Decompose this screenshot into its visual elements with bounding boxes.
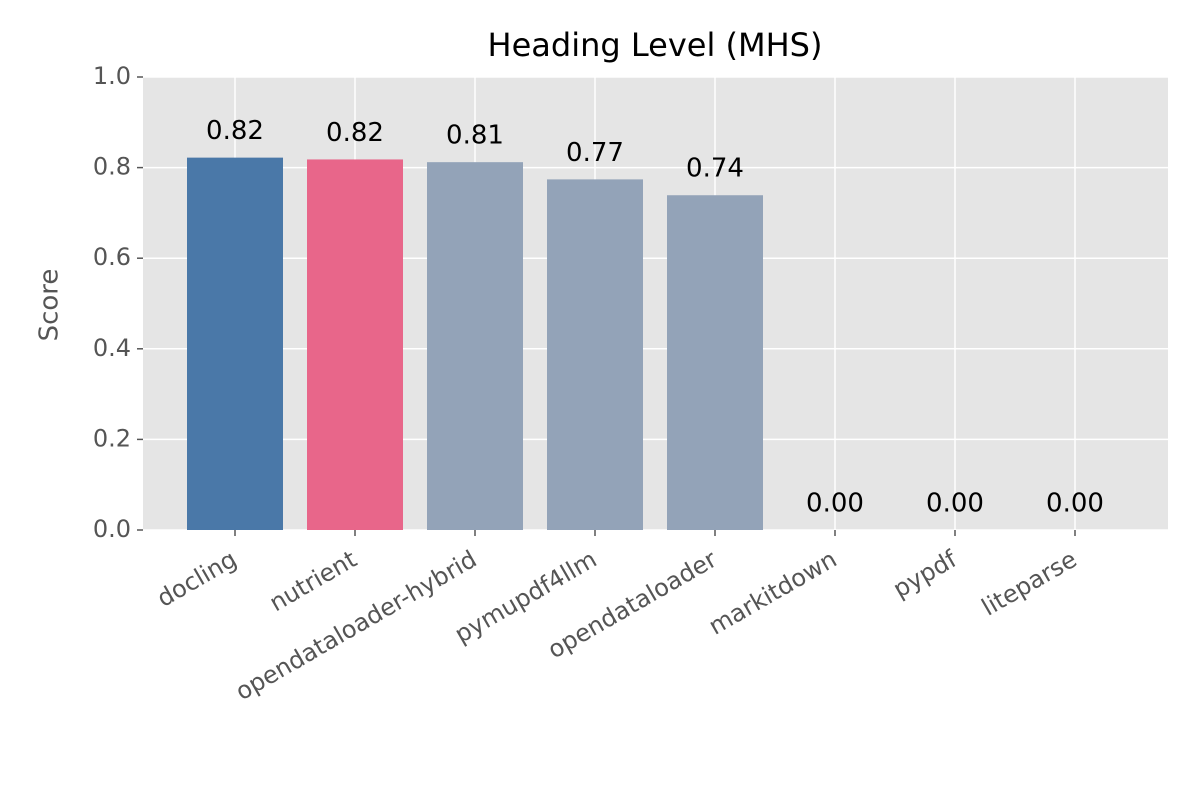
y-tick-label: 0.8 (93, 153, 131, 181)
bar (187, 157, 283, 530)
bar (667, 195, 763, 530)
x-tick-label: markitdown (704, 545, 842, 641)
value-label: 0.74 (686, 154, 744, 184)
plot-area (143, 77, 1168, 530)
y-axis-label: Score (35, 269, 65, 342)
value-label: 0.82 (326, 118, 384, 148)
chart-title: Heading Level (MHS) (488, 26, 823, 64)
value-label: 0.82 (206, 116, 264, 146)
y-tick-label: 1.0 (93, 62, 131, 90)
y-tick-label: 0.4 (93, 334, 131, 362)
value-label: 0.00 (806, 489, 864, 519)
value-label: 0.00 (926, 489, 984, 519)
bar (547, 179, 643, 531)
value-label: 0.00 (1046, 489, 1104, 519)
y-tick-label: 0.0 (93, 515, 131, 543)
x-tick-label: docling (152, 545, 241, 613)
y-tick-label: 0.2 (93, 424, 131, 452)
x-tick-label: nutrient (265, 545, 362, 617)
y-tick-label: 0.6 (93, 243, 131, 271)
x-tick-label: liteparse (977, 545, 1082, 622)
x-tick-label: pypdf (888, 545, 962, 604)
bar (307, 159, 403, 530)
bar (427, 162, 523, 530)
value-label: 0.81 (446, 121, 504, 151)
value-label: 0.77 (566, 138, 624, 168)
